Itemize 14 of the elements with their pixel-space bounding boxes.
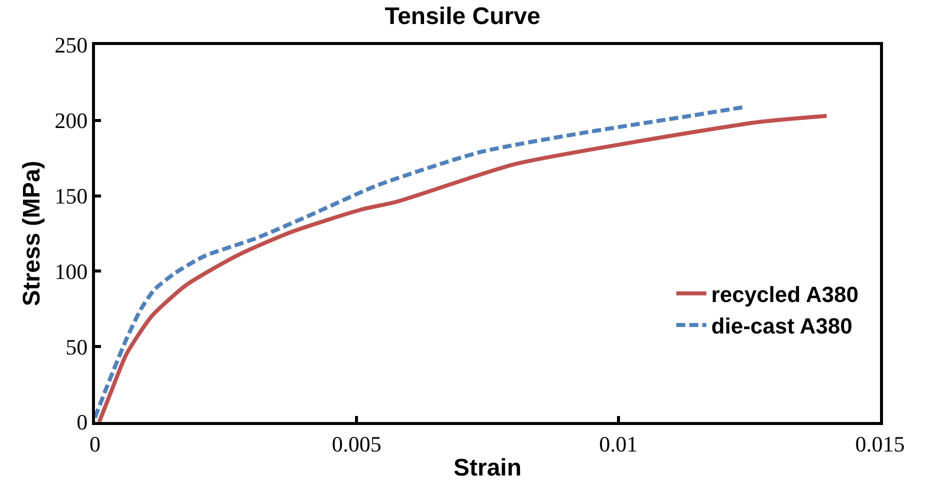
y-tick-label: 0 (76, 410, 88, 435)
x-axis-title: Strain (453, 454, 522, 482)
y-tick-label: 150 (54, 184, 88, 208)
legend-label: die-cast A380 (711, 314, 852, 339)
x-tick-label: 0.015 (855, 431, 905, 456)
x-tick-label: 0.005 (332, 431, 382, 456)
x-tick-label: 0.01 (599, 431, 638, 456)
y-axis-title: Stress (MPa) (18, 160, 46, 306)
y-tick-label: 250 (54, 32, 88, 58)
y-tick-label: 200 (54, 108, 88, 134)
chart-title: Tensile Curve (384, 3, 540, 30)
y-tick-label: 100 (54, 258, 88, 284)
y-tick-label: 50 (66, 334, 88, 360)
legend-label: recycled A380 (711, 282, 858, 307)
